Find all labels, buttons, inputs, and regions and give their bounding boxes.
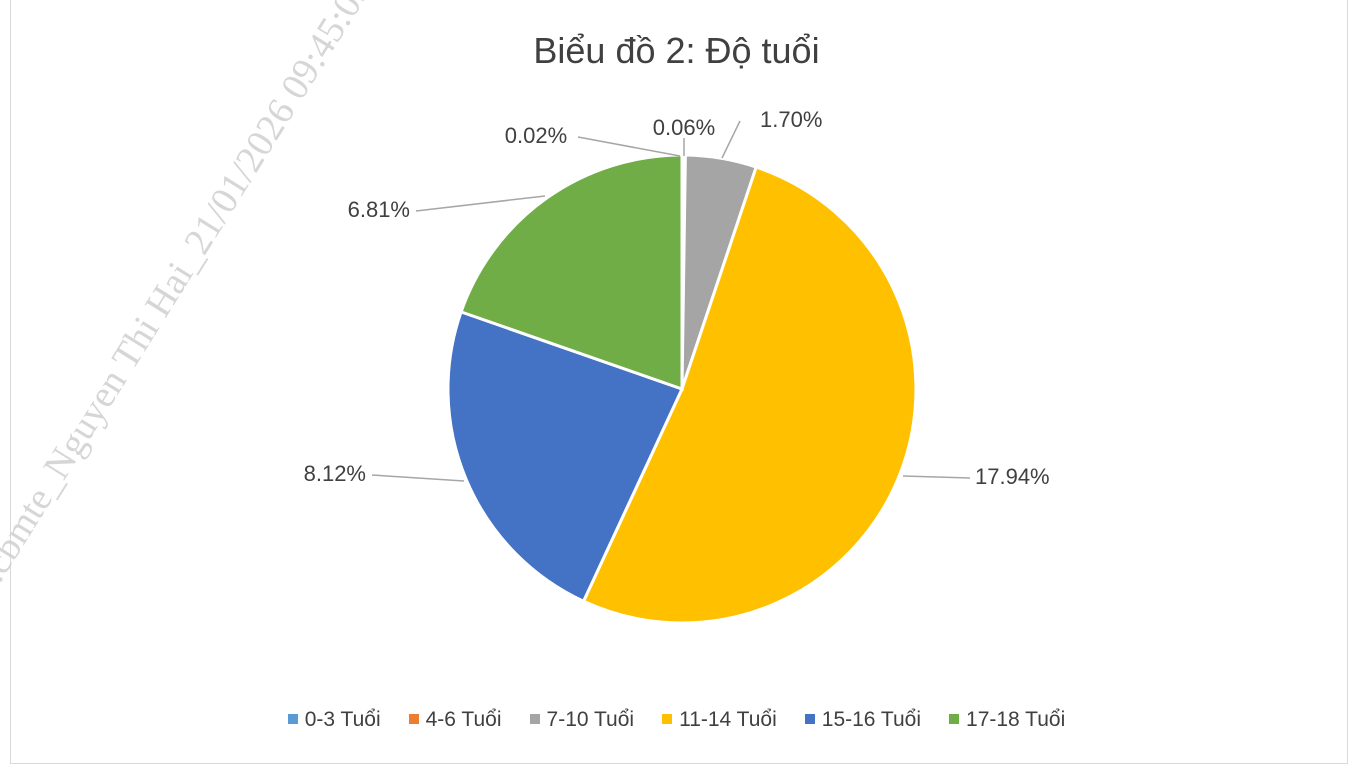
leader-line: [371, 474, 465, 482]
leader-line: [902, 475, 971, 479]
data-label: 0.06%: [653, 115, 715, 140]
legend-item: 4-6 Tuổi: [408, 708, 502, 732]
legend-swatch: [662, 714, 673, 724]
legend-swatch: [804, 714, 815, 724]
data-label: 0.02%: [505, 123, 567, 148]
legend-item: 7-10 Tuổi: [529, 708, 635, 732]
legend-label: 15-16 Tuổi: [821, 708, 922, 731]
legend-swatch: [949, 714, 960, 724]
pie-slice-15-16-tuổi: [446, 309, 685, 604]
pie-slice-11-14-tuổi: [581, 165, 918, 625]
legend-label: 7-10 Tuổi: [546, 708, 635, 731]
legend-item: 11-14 Tuổi: [662, 708, 777, 732]
legend-label: 17-18 Tuổi: [966, 708, 1066, 731]
legend-swatch: [408, 714, 419, 724]
legend-item: 17-18 Tuổi: [949, 708, 1065, 732]
chart-legend: 0-3 Tuổi 4-6 Tuổi 7-10 Tuổi 11-14 Tuổi 15-16…: [0, 708, 1353, 732]
leader-line: [415, 195, 546, 212]
legend-item: 0-3 Tuổi: [287, 708, 381, 732]
legend-label: 11-14 Tuổi: [679, 708, 777, 731]
legend-swatch: [287, 714, 298, 724]
legend-item: 15-16 Tuổi: [804, 708, 922, 732]
data-label: 6.81%: [348, 197, 410, 222]
leader-line: [721, 120, 741, 159]
data-label: 8.12%: [304, 461, 366, 486]
pie-slice-17-18-tuổi: [459, 153, 684, 392]
leader-line: [577, 136, 681, 157]
data-label: 17.94%: [975, 464, 1050, 489]
legend-label: 4-6 Tuổi: [425, 708, 502, 731]
chart-title: Biểu đồ 2: Độ tuổi: [533, 30, 820, 71]
data-label: 1.70%: [760, 107, 822, 132]
legend-swatch: [529, 714, 540, 724]
legend-label: 0-3 Tuổi: [304, 708, 381, 731]
